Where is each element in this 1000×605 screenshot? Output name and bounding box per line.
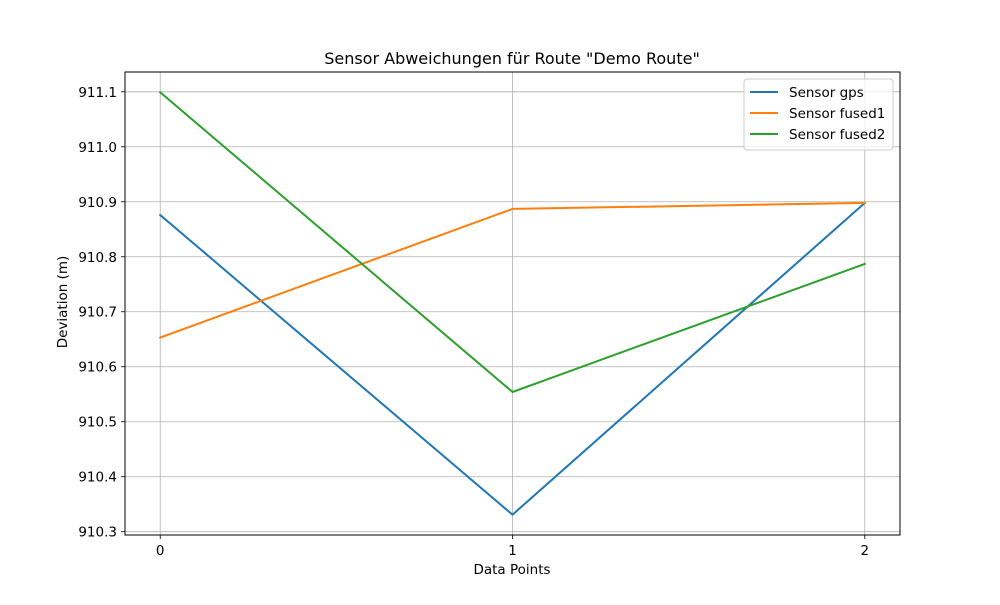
series-lines: [158, 90, 867, 516]
legend-label: Sensor fused2: [789, 127, 885, 143]
legend-label: Sensor fused1: [789, 106, 885, 122]
y-tick-label: 910.4: [78, 470, 117, 486]
chart-title: Sensor Abweichungen für Route "Demo Rout…: [324, 49, 700, 68]
y-axis-label: Deviation (m): [55, 256, 71, 349]
series-line-sensor-fused1: [158, 201, 866, 339]
legend-box: [743, 78, 894, 151]
y-axis: 910.3 910.4 910.5 910.6 910.7 910.8 910.9 911.0…: [78, 85, 125, 541]
y-tick-label: 910.8: [78, 250, 117, 266]
y-tick-label: 910.3: [78, 525, 117, 541]
series-line-sensor-fused2: [158, 90, 867, 393]
x-axis: 0 1 2: [156, 535, 869, 559]
y-tick-label: 910.9: [78, 195, 117, 211]
legend-label: Sensor gps: [789, 85, 864, 101]
x-tick-label: 2: [860, 543, 869, 559]
y-tick-label: 911.0: [78, 140, 117, 156]
legend: Sensor gps Sensor fused1 Sensor fused2: [743, 78, 894, 151]
y-tick-label: 910.7: [78, 305, 117, 321]
y-tick-label: 911.1: [78, 85, 117, 101]
x-tick-label: 0: [156, 543, 165, 559]
x-tick-label: 1: [508, 543, 517, 559]
x-axis-label: Data Points: [473, 562, 550, 578]
y-tick-label: 910.5: [78, 415, 117, 431]
y-tick-label: 910.6: [78, 360, 117, 376]
